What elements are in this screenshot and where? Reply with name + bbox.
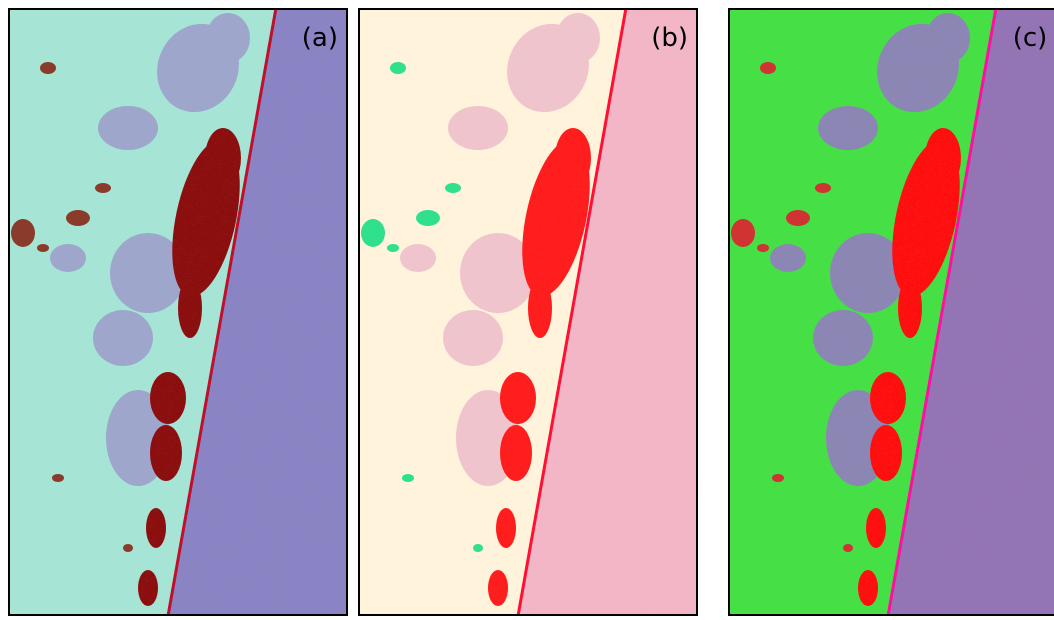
panel-b: (b) [358,8,698,616]
panel-label: (b) [651,23,688,53]
panel-label: (c) [1013,23,1048,53]
panel-label: (a) [302,23,338,53]
page: (a) (b) (c) (() => { const data = JSON.p… [0,0,1054,620]
satellite-image [358,8,698,616]
panel-a: (a) [8,8,348,616]
figure: (a) (b) (c) [0,0,1054,620]
satellite-image [728,8,1054,616]
panel-c: (c) [728,8,1054,616]
satellite-image [8,8,348,616]
